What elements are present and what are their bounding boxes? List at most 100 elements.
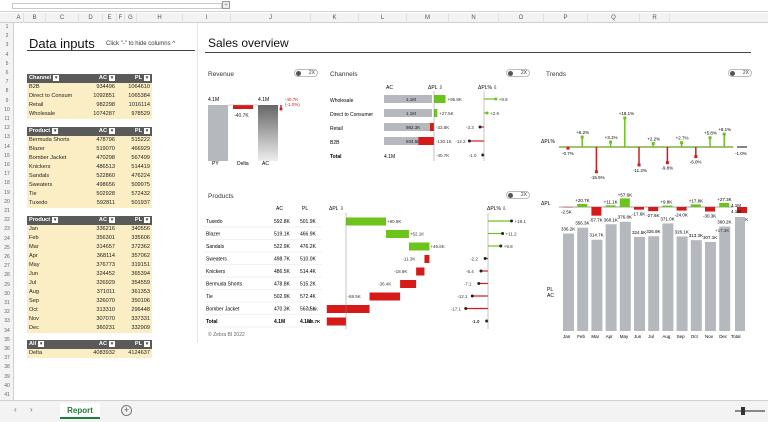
products-2x-toggle[interactable]: 2X [506,191,530,199]
input-cell[interactable]: 360231 [82,324,117,333]
header-cell[interactable]: All ▾ [27,340,82,349]
header-cell[interactable]: PL ▾ [117,74,152,83]
input-cell[interactable]: 978529 [117,110,152,119]
input-cell[interactable]: 326929 [82,279,117,288]
input-cell[interactable]: 356301 [82,234,117,243]
row-header-38[interactable]: 38 [4,364,10,371]
input-cell[interactable]: 313310 [82,306,117,315]
row-header-15[interactable]: 15 [4,152,10,159]
input-cell[interactable]: 4083932 [82,349,117,358]
input-cell[interactable]: 319151 [117,261,152,270]
header-cell[interactable]: PL ▾ [117,127,152,136]
input-cell[interactable]: 509975 [117,181,152,190]
row-header-4[interactable]: 4 [5,51,9,58]
row-header-30[interactable]: 30 [4,290,10,297]
filter-dropdown-icon[interactable]: ▾ [144,74,150,81]
input-cell[interactable]: 376773 [82,261,117,270]
input-cell[interactable]: 307070 [82,315,117,324]
input-cell[interactable]: 361353 [117,288,152,297]
input-cell[interactable]: Sandals [27,172,82,181]
row-header-2[interactable]: 2 [5,33,9,40]
row-header-13[interactable]: 13 [4,134,10,141]
month-table[interactable]: Product ▾ AC ▾ PL ▾ Jan 336216 340556 Feb 356301 33… [27,216,152,333]
all-table[interactable]: All ▾ AC ▾ PL ▾ Delta 4083932 4124637 [27,340,152,358]
input-cell[interactable]: 1065384 [117,92,152,101]
input-cell[interactable]: Oct [27,306,82,315]
header-cell[interactable]: AC ▾ [82,127,117,136]
column-header-p[interactable]: P [544,13,588,23]
column-header-g[interactable]: G [125,13,137,23]
trends-2x-toggle[interactable]: 2X [728,69,752,77]
input-cell[interactable]: Jul [27,279,82,288]
input-cell[interactable]: 592811 [82,199,117,208]
input-cell[interactable]: 501937 [117,199,152,208]
header-cell[interactable]: Channel ▾ [27,74,82,83]
row-header-32[interactable]: 32 [4,309,10,316]
row-header-20[interactable]: 20 [4,198,10,205]
input-cell[interactable]: 337331 [117,315,152,324]
row-header-7[interactable]: 7 [5,79,9,86]
column-header-i[interactable]: I [183,13,231,23]
input-cell[interactable]: 982298 [82,101,117,110]
input-cell[interactable]: 572432 [117,190,152,199]
input-cell[interactable]: 296448 [117,306,152,315]
header-cell[interactable]: AC ▾ [82,74,117,83]
tab-report[interactable]: Report [60,403,100,419]
header-cell[interactable]: AC ▾ [82,216,117,225]
row-header-1[interactable]: 1 [5,24,9,30]
input-cell[interactable]: Nov [27,315,82,324]
column-header-h[interactable]: H [137,13,183,23]
input-cell[interactable]: Jun [27,270,82,279]
row-header-22[interactable]: 22 [4,217,10,224]
channel-table[interactable]: Channel ▾ AC ▾ PL ▾ B2B 934496 1064610 Direct to … [27,74,152,119]
input-cell[interactable]: 522860 [82,172,117,181]
filter-dropdown-icon[interactable]: ▾ [52,216,59,223]
row-header-31[interactable]: 31 [4,300,10,306]
input-cell[interactable]: Dec [27,324,82,333]
column-header-c[interactable]: C [46,13,79,23]
input-cell[interactable]: 934496 [82,83,117,92]
input-cell[interactable]: B2B [27,83,82,92]
row-header-27[interactable]: 27 [4,263,10,270]
header-cell[interactable]: AC ▾ [82,340,117,349]
input-cell[interactable]: Aug [27,288,82,297]
input-cell[interactable]: Wholesale [27,110,82,119]
column-header-k[interactable]: K [311,13,359,23]
row-header-10[interactable]: 10 [4,106,10,113]
row-header-5[interactable]: 5 [5,60,9,67]
header-cell[interactable]: PL ▾ [117,340,152,349]
input-cell[interactable]: Bermuda Shorts [27,136,82,145]
row-header-36[interactable]: 36 [4,346,10,352]
row-header-25[interactable]: 25 [4,244,10,251]
channels-2x-toggle[interactable]: 2X [506,69,530,77]
column-header-q[interactable]: Q [588,13,640,23]
input-cell[interactable]: 502928 [82,190,117,199]
input-cell[interactable]: Apr [27,252,82,261]
row-header-17[interactable]: 17 [4,171,10,178]
input-cell[interactable]: 340556 [117,225,152,234]
row-header-18[interactable]: 18 [4,180,10,187]
zoom-slider[interactable] [735,410,765,412]
input-cell[interactable]: 470298 [82,154,117,163]
row-header-16[interactable]: 16 [4,162,10,168]
filter-dropdown-icon[interactable]: ▾ [144,216,150,223]
column-header-b[interactable]: B [24,13,46,23]
column-header-o[interactable]: O [499,13,544,23]
row-header-23[interactable]: 23 [4,226,10,233]
input-cell[interactable]: 498656 [82,181,117,190]
header-cell[interactable]: Product ▾ [27,127,82,136]
input-cell[interactable]: 1016114 [117,101,152,110]
column-header-r[interactable]: R [640,13,670,23]
row-header-41[interactable]: 41 [4,392,10,398]
input-cell[interactable]: Blazer [27,145,82,154]
input-cell[interactable]: 466929 [117,145,152,154]
input-cell[interactable]: 368114 [82,252,117,261]
input-cell[interactable]: 519070 [82,145,117,154]
row-header-11[interactable]: 11 [4,116,10,122]
row-header-29[interactable]: 29 [4,281,10,288]
column-header-e[interactable]: E [103,13,117,23]
zoom-slider-handle[interactable] [741,407,745,415]
column-header-m[interactable]: M [407,13,449,23]
input-cell[interactable]: 314657 [82,243,117,252]
row-header-24[interactable]: 24 [4,235,10,242]
